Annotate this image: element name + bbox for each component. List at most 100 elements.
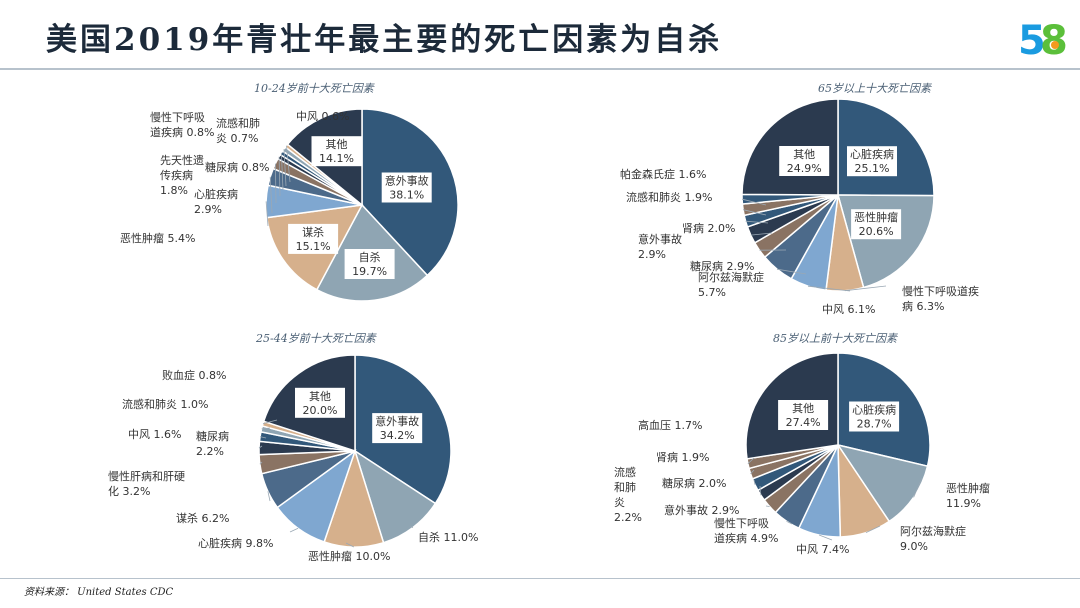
leader-line [261, 427, 271, 430]
data-label: 道疾病 0.8% [150, 125, 214, 139]
leader-line [818, 534, 833, 541]
data-label: 高血压 1.7% [638, 418, 702, 432]
title-divider [0, 68, 1080, 70]
leader-line [865, 525, 881, 534]
data-label: 传疾病 [160, 168, 193, 182]
leader-line [259, 461, 263, 465]
data-label: 谋杀 [302, 225, 324, 239]
logo-digit-8: 8 [1040, 18, 1066, 62]
data-label: 心脏疾病 [194, 187, 238, 201]
leader-line [750, 469, 755, 474]
leader-line [269, 176, 273, 214]
data-label-box [381, 172, 432, 203]
leader-line [409, 525, 414, 528]
data-label: 38.1% [389, 189, 424, 202]
leader-line [742, 198, 767, 206]
leader-line [275, 163, 277, 204]
data-label: 15.1% [296, 240, 331, 253]
data-label: 心脏疾病 9.8% [198, 536, 273, 550]
data-label: 慢性肝病和肝硬 [108, 469, 185, 483]
footer-divider [0, 578, 1080, 579]
logo-dot [1051, 41, 1059, 49]
leader-line [262, 419, 278, 424]
leader-line [753, 479, 756, 485]
data-label: 2.9% [638, 248, 666, 261]
leader-line [745, 220, 769, 224]
chart-title: 10-24岁前十大死亡因素 [254, 82, 376, 95]
pie-slice [836, 443, 929, 523]
data-label: 20.0% [303, 404, 338, 417]
page-title: 美国2019年青壮年最主要的死亡因素为自杀 [46, 22, 723, 58]
leader-line [913, 477, 923, 498]
data-label: 20.6% [859, 225, 894, 238]
data-label: 其他 [792, 402, 814, 415]
data-label: 恶性肿瘤 [946, 481, 990, 495]
data-label: 24.9% [787, 162, 822, 175]
leader-line [776, 268, 807, 275]
data-label: 11.9% [946, 497, 981, 510]
data-label: 14.1% [319, 152, 354, 165]
data-label-box [778, 400, 829, 430]
data-label: 败血症 0.8% [162, 368, 226, 382]
data-label: 流感和肺炎 1.0% [122, 397, 208, 411]
data-label: 恶性肿瘤 10.0% [308, 549, 390, 563]
data-label: 谋杀 6.2% [176, 511, 229, 525]
data-label: 1.8% [160, 184, 188, 197]
data-label: 肾病 1.9% [656, 450, 709, 464]
data-label: 心脏疾病 [850, 147, 894, 161]
leader-line [844, 285, 887, 292]
data-label: 流感 [614, 465, 636, 479]
data-label: 慢性下呼吸 [150, 110, 205, 124]
leader-line [258, 445, 263, 449]
data-label: 慢性下呼吸 [714, 516, 769, 530]
data-label: 恶性肿瘤 5.4% [120, 231, 195, 245]
data-label: 道疾病 4.9% [714, 531, 778, 545]
data-label-box [851, 209, 902, 240]
data-label: 2.2% [614, 511, 642, 524]
chart-title: 25-44岁前十大死亡因素 [255, 332, 378, 345]
leader-line [265, 201, 269, 227]
leader-line [765, 505, 770, 507]
data-label: 中风 7.4% [796, 543, 849, 556]
data-label: 34.2% [380, 429, 415, 442]
data-label: 其他 [326, 138, 348, 151]
leader-line [786, 520, 793, 525]
data-label: 流感和肺 [216, 116, 260, 130]
data-label: 2.9% [194, 203, 222, 216]
data-label: 25.1% [855, 162, 890, 175]
leader-line [281, 152, 284, 191]
data-label-box [847, 146, 897, 177]
data-label-box [849, 401, 900, 432]
leader-line [747, 457, 755, 464]
data-label: 自杀 11.0% [418, 530, 478, 544]
leader-line [260, 436, 267, 439]
data-label: 中风 6.1% [822, 303, 875, 316]
data-label: 心脏疾病 [852, 403, 896, 417]
data-label: 糖尿病 2.9% [690, 259, 754, 273]
data-label-box [295, 387, 345, 418]
data-label-box [311, 136, 362, 167]
leader-line [267, 491, 271, 502]
data-label: 帕金森氏症 1.6% [620, 167, 706, 181]
leader-line [750, 232, 773, 236]
data-label: 其他 [309, 390, 331, 403]
data-label: 糖尿病 2.0% [662, 476, 726, 490]
leader-line [278, 156, 281, 197]
data-label: 27.4% [786, 416, 821, 429]
data-label-box [372, 413, 423, 444]
data-label: 炎 [614, 496, 625, 509]
data-label: 病 6.3% [902, 299, 944, 313]
data-label: 糖尿病 [196, 429, 229, 443]
leader-line [286, 145, 291, 183]
data-label: 阿尔兹海默症 [698, 270, 764, 284]
data-label: 5.7% [698, 286, 726, 299]
data-label: 和肺 [614, 481, 636, 494]
data-label: 2.2% [196, 445, 224, 458]
data-label: 阿尔兹海默症 [900, 524, 966, 538]
data-label: 先天性遗 [160, 153, 204, 167]
data-label: 中风 0.6% [296, 110, 349, 123]
data-label: 28.7% [857, 418, 892, 431]
data-label: 中风 1.6% [128, 428, 181, 441]
